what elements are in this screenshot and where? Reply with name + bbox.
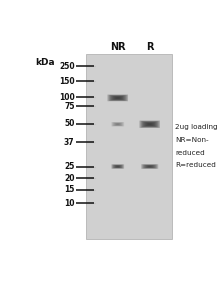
FancyBboxPatch shape — [111, 122, 124, 126]
FancyBboxPatch shape — [148, 123, 151, 125]
Text: kDa: kDa — [35, 58, 55, 67]
Text: 25: 25 — [64, 162, 74, 171]
Text: 75: 75 — [64, 102, 74, 111]
Text: 2ug loading: 2ug loading — [175, 124, 218, 130]
FancyBboxPatch shape — [112, 164, 123, 169]
Text: NR=Non-: NR=Non- — [175, 137, 209, 143]
Text: 20: 20 — [64, 174, 74, 183]
FancyBboxPatch shape — [113, 122, 123, 126]
FancyBboxPatch shape — [114, 96, 122, 100]
Text: 100: 100 — [59, 93, 74, 102]
FancyBboxPatch shape — [143, 122, 156, 127]
FancyBboxPatch shape — [113, 165, 123, 168]
FancyBboxPatch shape — [116, 97, 119, 99]
Text: 10: 10 — [64, 199, 74, 208]
FancyBboxPatch shape — [115, 165, 120, 168]
Text: 250: 250 — [59, 61, 74, 70]
FancyBboxPatch shape — [144, 165, 155, 168]
FancyBboxPatch shape — [114, 123, 122, 126]
FancyBboxPatch shape — [115, 123, 120, 125]
Bar — [86, 55, 172, 239]
FancyBboxPatch shape — [107, 94, 128, 101]
FancyBboxPatch shape — [145, 122, 155, 126]
Text: reduced: reduced — [175, 150, 205, 156]
Text: R: R — [146, 42, 153, 52]
FancyBboxPatch shape — [148, 166, 151, 167]
Text: 150: 150 — [59, 76, 74, 85]
FancyBboxPatch shape — [114, 165, 122, 168]
FancyBboxPatch shape — [143, 165, 156, 168]
FancyBboxPatch shape — [116, 166, 120, 167]
FancyBboxPatch shape — [114, 123, 121, 126]
FancyBboxPatch shape — [109, 95, 127, 101]
FancyBboxPatch shape — [146, 123, 154, 126]
FancyBboxPatch shape — [110, 95, 126, 101]
FancyBboxPatch shape — [141, 121, 159, 128]
Text: 15: 15 — [64, 185, 74, 194]
FancyBboxPatch shape — [117, 166, 119, 167]
FancyBboxPatch shape — [111, 96, 124, 100]
FancyBboxPatch shape — [142, 122, 157, 127]
FancyBboxPatch shape — [141, 164, 158, 169]
FancyBboxPatch shape — [111, 164, 124, 169]
FancyBboxPatch shape — [142, 164, 157, 169]
FancyBboxPatch shape — [139, 121, 160, 128]
FancyBboxPatch shape — [146, 165, 153, 168]
FancyBboxPatch shape — [116, 123, 120, 125]
FancyBboxPatch shape — [115, 97, 121, 99]
Text: R=reduced: R=reduced — [175, 162, 216, 168]
FancyBboxPatch shape — [117, 124, 119, 125]
FancyBboxPatch shape — [112, 122, 123, 126]
FancyBboxPatch shape — [145, 165, 154, 168]
FancyBboxPatch shape — [112, 96, 123, 100]
Text: NR: NR — [110, 42, 126, 52]
Text: 37: 37 — [64, 138, 74, 147]
FancyBboxPatch shape — [147, 123, 153, 125]
FancyBboxPatch shape — [147, 166, 152, 167]
FancyBboxPatch shape — [114, 165, 121, 168]
Text: 50: 50 — [64, 119, 74, 128]
